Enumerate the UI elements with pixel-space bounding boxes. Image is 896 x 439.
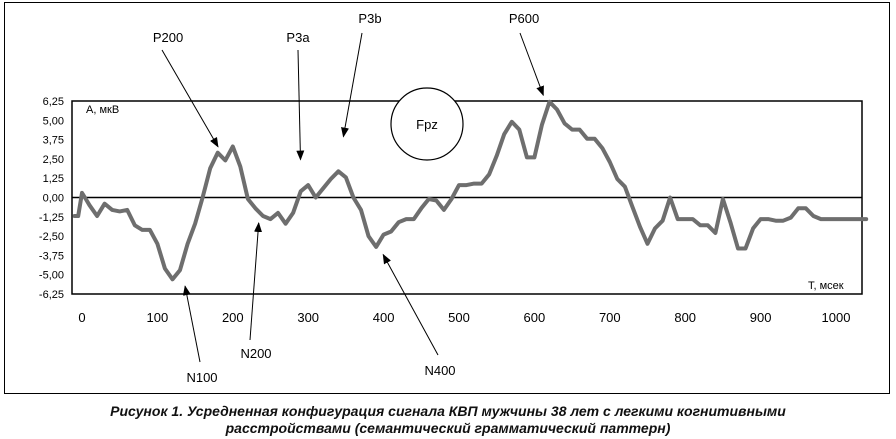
y-tick-label: 3,75 <box>43 135 64 147</box>
annotation-arrow <box>182 285 201 363</box>
x-tick-label: 1000 <box>822 310 851 325</box>
annotation-label: P3b <box>358 11 381 26</box>
y-tick-label: 5,00 <box>43 115 64 127</box>
x-tick-label: 500 <box>448 310 470 325</box>
electrode-circle <box>390 87 464 161</box>
y-tick-label: -3,75 <box>39 250 64 262</box>
y-tick-label: 2,50 <box>43 154 64 166</box>
y-tick-labels: 6,25 5,00 3,75 2,50 1,25 0,00 -1,25 -2,50 -3,75 -… <box>39 96 64 301</box>
annotation-arrow <box>249 222 263 341</box>
figure-caption: Рисунок 1. Усредненная конфигурация сигн… <box>0 403 896 437</box>
annotation-arrow <box>382 253 439 356</box>
x-tick-label: 900 <box>750 310 772 325</box>
annotation-arrow <box>341 32 363 138</box>
y-tick-label: 0,00 <box>43 193 64 205</box>
y-axis-label: А, мкВ <box>86 104 119 116</box>
y-tick-label: -5,00 <box>39 270 64 282</box>
x-tick-label: 100 <box>147 310 169 325</box>
x-tick-labels: 0 100 200 300 400 500 600 700 800 900 1000 <box>78 310 850 325</box>
caption-line-1: Рисунок 1. Усредненная конфигурация сигн… <box>110 403 786 419</box>
figure-frame <box>4 2 890 394</box>
y-tick-label: -6,25 <box>39 289 64 301</box>
annotation-group: P200 P3a P3b P600 N100 N200 N400 <box>153 11 544 385</box>
annotation-label: P200 <box>153 30 183 45</box>
x-tick-label: 200 <box>222 310 244 325</box>
x-tick-label: 600 <box>524 310 546 325</box>
annotation-label: N100 <box>186 370 217 385</box>
caption-line-2: расстройствами (семантический грамматиче… <box>225 420 671 436</box>
annotation-arrow <box>161 49 219 148</box>
annotation-label: P3a <box>286 30 310 45</box>
electrode-label: Fpz <box>416 117 438 132</box>
annotation-label: N200 <box>240 346 271 361</box>
y-tick-label: 1,25 <box>43 173 64 185</box>
annotation-label: N400 <box>424 363 455 378</box>
series-line <box>72 99 869 282</box>
x-tick-label: 800 <box>674 310 696 325</box>
erp-chart: 6,25 5,00 3,75 2,50 1,25 0,00 -1,25 -2,50 -3,75 -… <box>39 11 869 385</box>
x-tick-label: 700 <box>599 310 621 325</box>
annotation-arrow <box>296 49 305 161</box>
y-tick-label: -2,50 <box>39 231 64 243</box>
x-tick-label: 300 <box>297 310 319 325</box>
y-tick-label: 6,25 <box>43 96 64 108</box>
x-axis-label: Т, мсек <box>808 280 844 292</box>
x-tick-label: 0 <box>78 310 85 325</box>
y-tick-label: -1,25 <box>39 212 64 224</box>
x-tick-label: 400 <box>373 310 395 325</box>
annotation-label: P600 <box>509 11 539 26</box>
series-group <box>72 99 869 282</box>
annotation-arrow <box>519 32 544 97</box>
